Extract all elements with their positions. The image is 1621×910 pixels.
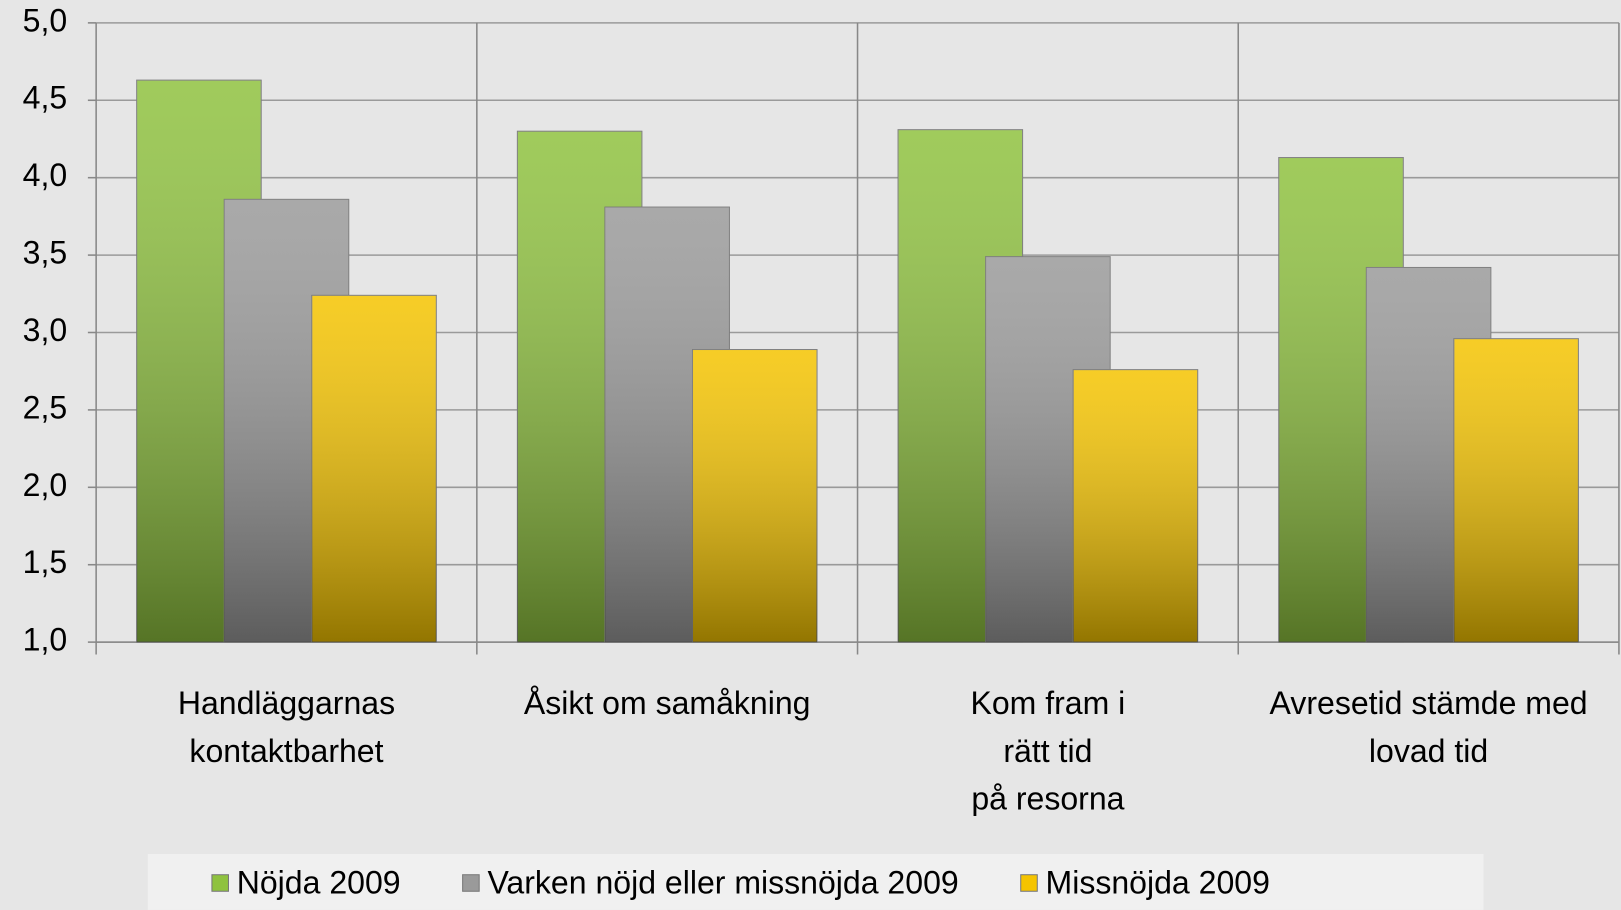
x-tick-label-line: Åsikt om samåkning — [524, 686, 811, 722]
y-tick-label: 1,5 — [23, 544, 68, 580]
x-tick-label-line: kontaktbarhet — [189, 733, 383, 769]
y-tick-label: 2,0 — [23, 467, 68, 503]
x-tick-label: Kom fram i rätt tid på resorna — [970, 686, 1125, 817]
legend-label: Varken nöjd eller missnöjda 2009 — [487, 865, 958, 901]
bar — [1072, 369, 1199, 643]
y-tick-label: 4,0 — [23, 157, 68, 193]
legend-swatch — [462, 874, 480, 892]
legend-swatch — [211, 874, 229, 892]
y-tick-label: 5,0 — [23, 2, 68, 38]
legend-label: Missnöjda 2009 — [1046, 865, 1270, 901]
x-tick-label-line: Handläggarnas — [178, 686, 395, 722]
x-tick-label: Åsikt om samåkning — [524, 686, 811, 722]
y-tick-label: 4,5 — [23, 80, 68, 116]
legend-swatch — [1020, 874, 1038, 892]
legend-label: Nöjda 2009 — [237, 865, 401, 901]
bar — [311, 294, 437, 643]
x-tick-label: Handläggarnas kontaktbarhet — [178, 686, 395, 770]
bar — [691, 349, 818, 643]
legend-box — [147, 854, 1484, 910]
y-tick-label: 3,5 — [23, 235, 68, 271]
x-tick-label-line: Kom fram i — [970, 686, 1125, 722]
x-tick-label-line: på resorna — [971, 781, 1124, 817]
bar — [1453, 338, 1579, 643]
y-tick-label: 2,5 — [23, 389, 68, 425]
x-tick-label-line: rätt tid — [1003, 733, 1092, 769]
y-tick-label: 3,0 — [23, 312, 68, 348]
x-tick-label-line: Avresetid stämde med — [1270, 686, 1588, 722]
y-tick-label: 1,0 — [23, 622, 68, 658]
x-tick-label-line: lovad tid — [1369, 733, 1488, 769]
x-tick-label: Avresetid stämde med lovad tid — [1270, 686, 1588, 770]
